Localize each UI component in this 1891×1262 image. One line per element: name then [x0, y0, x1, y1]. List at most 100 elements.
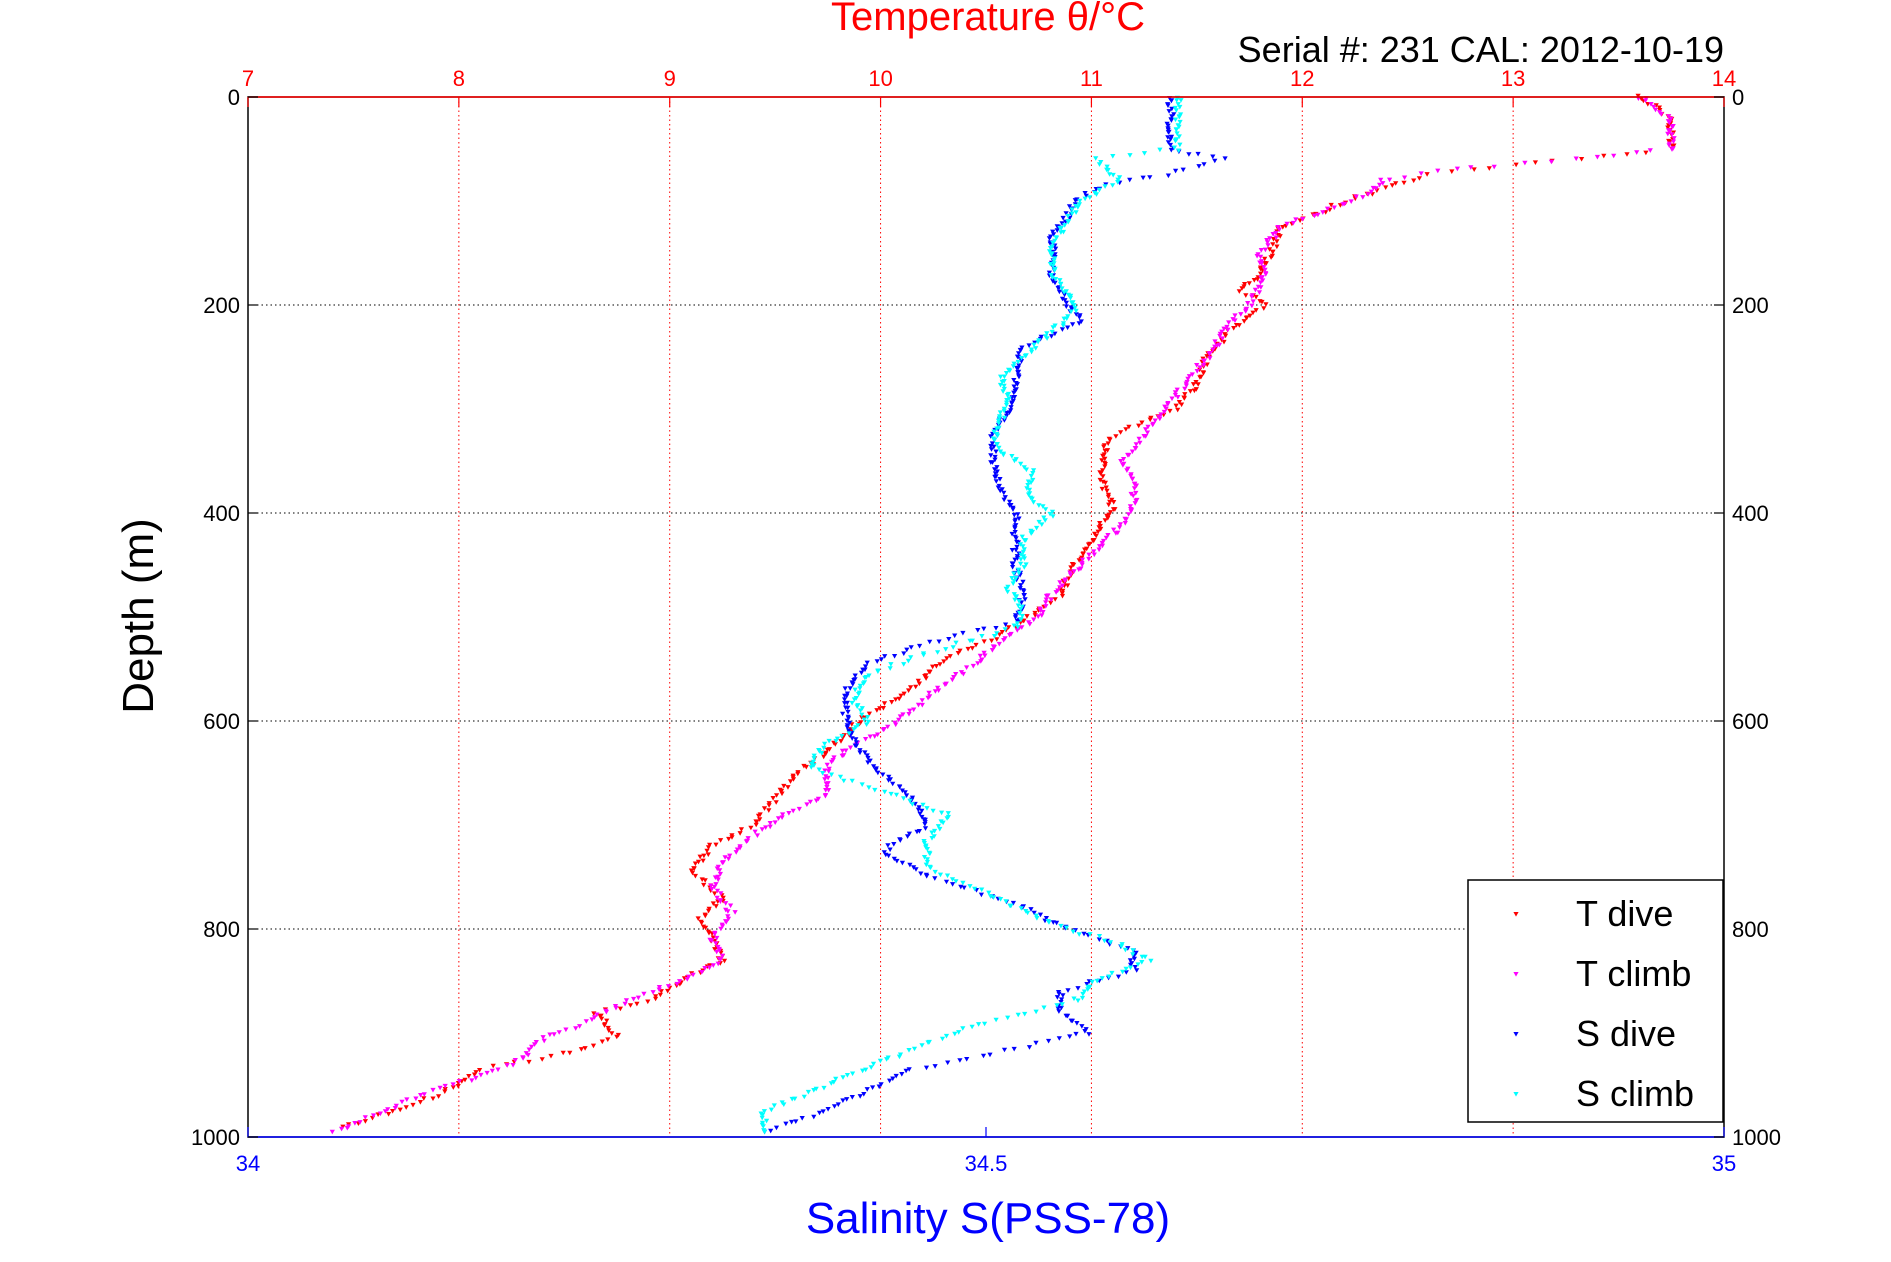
data-point: [1056, 1009, 1062, 1014]
data-point: [656, 987, 662, 993]
data-point: [703, 925, 709, 931]
data-point: [1042, 518, 1048, 523]
data-point: [1003, 402, 1010, 408]
data-point: [410, 1102, 416, 1108]
data-point: [1148, 958, 1154, 964]
data-point: [1075, 205, 1081, 210]
data-point: [563, 1027, 569, 1033]
data-point: [1068, 565, 1074, 570]
data-point: [1037, 608, 1043, 613]
data-point: [719, 860, 725, 866]
data-point: [927, 669, 933, 675]
data-point: [1001, 418, 1007, 423]
data-point: [1232, 318, 1238, 323]
data-point: [820, 771, 826, 776]
data-point: [1212, 158, 1218, 164]
data-point: [1293, 217, 1299, 222]
data-point: [924, 847, 930, 852]
data-point: [712, 947, 718, 952]
data-point: [1018, 561, 1024, 567]
data-point: [1086, 552, 1092, 558]
data-point: [978, 659, 984, 664]
data-point: [1010, 507, 1016, 512]
data-point: [1163, 406, 1169, 412]
data-point: [1124, 468, 1130, 473]
data-point: [702, 966, 708, 971]
data-point: [888, 662, 894, 667]
data-point: [1268, 255, 1274, 260]
data-point: [865, 715, 871, 720]
data-point: [1026, 492, 1032, 498]
data-point: [1594, 154, 1600, 160]
data-point: [709, 887, 715, 892]
data-point: [1175, 407, 1181, 413]
data-point: [1024, 486, 1030, 491]
data-point: [1186, 374, 1192, 379]
data-point: [906, 1067, 912, 1072]
data-point: [725, 916, 732, 922]
data-point: [853, 737, 859, 742]
data-point: [967, 638, 973, 644]
data-point: [712, 875, 718, 880]
data-point: [1250, 310, 1256, 316]
data-point: [1069, 207, 1075, 212]
data-point: [1117, 525, 1123, 530]
data-point: [577, 1024, 583, 1029]
data-point: [718, 891, 724, 896]
data-point: [421, 1096, 427, 1101]
data-point: [993, 626, 999, 631]
data-point: [715, 877, 721, 883]
depth-tick-label-left: 1000: [191, 1125, 240, 1150]
data-point: [932, 869, 938, 875]
data-point: [823, 774, 829, 779]
data-point: [697, 854, 703, 860]
data-point: [1651, 104, 1657, 110]
data-point: [1001, 374, 1007, 380]
data-point: [1003, 622, 1009, 628]
data-point: [603, 1009, 609, 1015]
data-point: [1102, 184, 1108, 189]
data-point: [840, 711, 846, 717]
data-point: [1018, 906, 1024, 911]
data-point: [996, 641, 1002, 647]
data-point: [1070, 322, 1076, 327]
data-point: [922, 826, 929, 831]
data-point: [932, 876, 938, 881]
data-point: [1139, 420, 1145, 426]
data-point: [759, 827, 765, 832]
data-point: [601, 1023, 608, 1028]
data-point: [695, 859, 702, 865]
data-point: [822, 777, 828, 782]
data-point: [990, 895, 997, 900]
data-point: [1167, 408, 1173, 414]
data-point: [1127, 504, 1133, 509]
data-point: [906, 1048, 912, 1053]
data-point: [1035, 614, 1041, 619]
data-point: [1471, 167, 1477, 172]
data-point: [1165, 140, 1171, 145]
data-point: [716, 948, 722, 953]
data-point: [1635, 93, 1641, 99]
data-point: [466, 1074, 472, 1079]
data-point: [1157, 416, 1163, 422]
data-point: [583, 1019, 589, 1024]
data-point: [1061, 290, 1067, 295]
data-point: [1046, 1038, 1052, 1044]
data-point: [811, 753, 817, 759]
data-point: [1175, 102, 1181, 107]
data-point: [998, 374, 1004, 380]
data-point: [1150, 422, 1156, 428]
data-point: [1006, 396, 1012, 401]
data-point: [1048, 334, 1055, 339]
data-point: [1064, 316, 1070, 321]
data-point: [1014, 544, 1020, 550]
data-point: [1001, 497, 1007, 503]
data-point: [1023, 467, 1029, 473]
data-point: [938, 819, 944, 824]
data-point: [877, 1058, 883, 1064]
data-point: [911, 1046, 918, 1052]
data-point: [857, 748, 863, 753]
data-point: [892, 654, 898, 659]
data-point: [1232, 313, 1238, 318]
data-point: [1102, 480, 1108, 486]
